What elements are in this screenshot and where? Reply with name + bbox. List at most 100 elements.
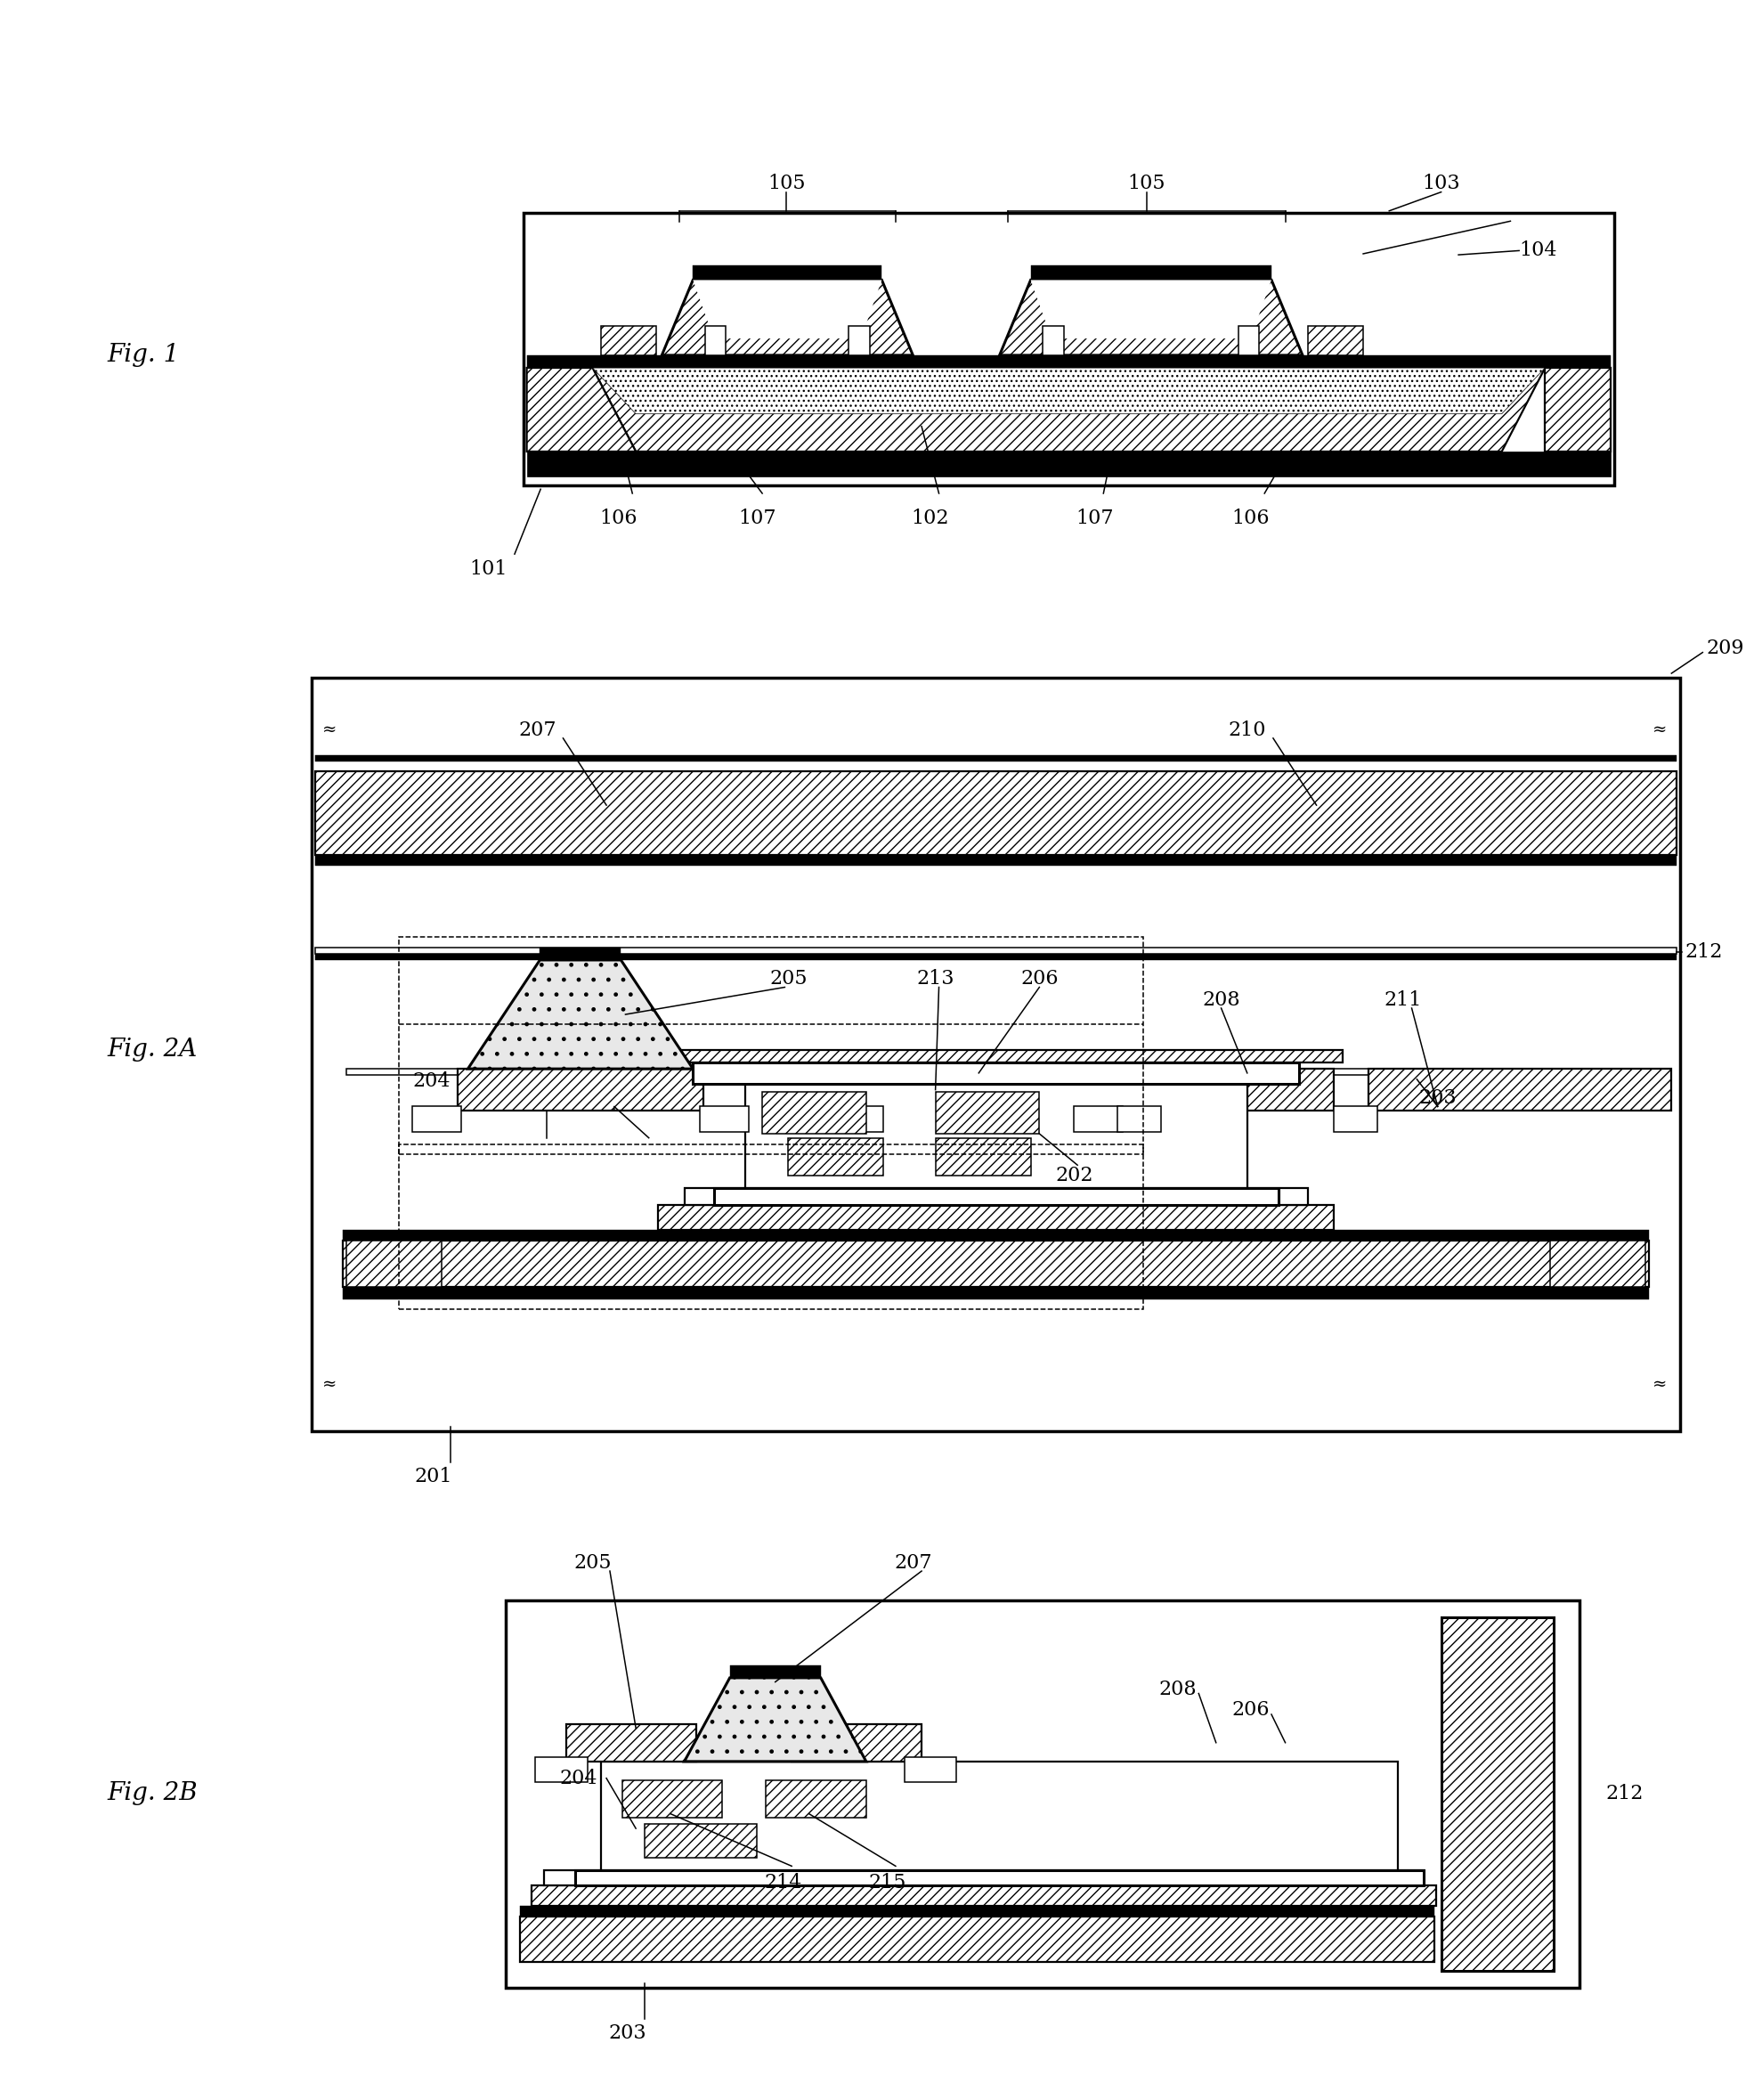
Text: 208: 208 (1201, 989, 1240, 1010)
Bar (766, 1781, 866, 1819)
Text: 105: 105 (768, 174, 805, 193)
Text: 204: 204 (560, 1768, 598, 1787)
Bar (658, 1205, 1333, 1231)
Bar (316, 953, 1677, 960)
Bar (412, 1107, 461, 1132)
Text: 205: 205 (574, 1552, 612, 1573)
Polygon shape (1545, 367, 1610, 452)
Text: 208: 208 (1159, 1680, 1196, 1699)
Bar (644, 1825, 758, 1858)
Bar (649, 1050, 1342, 1063)
Polygon shape (684, 1678, 866, 1762)
Text: 106: 106 (1231, 508, 1270, 529)
Bar (1117, 1107, 1161, 1132)
Bar (700, 1107, 749, 1132)
Bar (602, 1762, 1398, 1871)
Bar (1238, 326, 1259, 355)
Bar (531, 1886, 1437, 1907)
Bar (693, 1063, 1300, 1084)
Bar (705, 326, 726, 355)
Bar (1551, 1241, 1645, 1287)
Text: 204: 204 (412, 1071, 451, 1092)
Bar (684, 1189, 1308, 1205)
Bar (935, 1138, 1031, 1176)
Bar (458, 1069, 703, 1111)
Text: 214: 214 (765, 1873, 802, 1892)
Text: 107: 107 (1075, 508, 1114, 529)
Bar (344, 1241, 1649, 1287)
Polygon shape (593, 367, 1545, 414)
Text: 209: 209 (1707, 638, 1743, 657)
Bar (535, 1758, 588, 1783)
Bar (505, 1600, 1580, 1987)
Bar (714, 1189, 1279, 1205)
Bar (1333, 1107, 1377, 1132)
Bar (1161, 1069, 1333, 1111)
Bar (316, 855, 1677, 865)
Bar (398, 937, 1144, 1155)
Bar (1044, 326, 1063, 355)
Bar (730, 1665, 821, 1678)
Text: 213: 213 (917, 968, 954, 989)
Bar (312, 678, 1680, 1430)
Bar (544, 1871, 1424, 1886)
Bar (884, 1069, 1073, 1111)
Polygon shape (1000, 279, 1303, 355)
Bar (763, 1092, 866, 1134)
Text: 107: 107 (738, 508, 775, 529)
Bar (1031, 265, 1272, 279)
Bar (344, 1287, 1649, 1300)
Text: 201: 201 (414, 1468, 453, 1487)
Polygon shape (1031, 279, 1272, 338)
Bar (835, 1107, 884, 1132)
Bar (526, 451, 1610, 477)
Text: ≈: ≈ (1652, 722, 1666, 737)
Bar (623, 1781, 723, 1819)
Text: 211: 211 (1384, 989, 1422, 1010)
Text: 203: 203 (1419, 1088, 1456, 1109)
Text: 206: 206 (1021, 968, 1058, 989)
Text: 212: 212 (1686, 943, 1722, 962)
Bar (347, 1069, 1645, 1075)
Text: 207: 207 (895, 1552, 931, 1573)
Text: 212: 212 (1605, 1785, 1643, 1804)
Bar (1368, 1069, 1672, 1111)
Bar (540, 947, 621, 960)
Text: Fig. 2A: Fig. 2A (107, 1037, 198, 1063)
Bar (693, 265, 882, 279)
Text: Fig. 1: Fig. 1 (107, 342, 181, 367)
Text: 103: 103 (1422, 174, 1459, 193)
Bar (1308, 326, 1363, 355)
Text: 207: 207 (517, 720, 556, 739)
Bar (935, 1092, 1040, 1134)
Text: 205: 205 (770, 968, 807, 989)
Bar (1442, 1617, 1554, 1970)
Text: 202: 202 (1056, 1166, 1093, 1184)
Bar (745, 1084, 1247, 1189)
Bar (575, 1871, 1424, 1886)
Bar (791, 1724, 921, 1762)
Bar (788, 1138, 884, 1176)
Bar (398, 1144, 1144, 1310)
Bar (905, 1758, 956, 1783)
Text: 215: 215 (868, 1873, 905, 1892)
Bar (344, 1231, 1649, 1241)
Bar (602, 326, 656, 355)
Text: 206: 206 (1231, 1701, 1270, 1720)
Bar (523, 212, 1614, 485)
Text: 203: 203 (609, 2024, 645, 2043)
Bar (316, 947, 1677, 953)
Text: 106: 106 (600, 508, 637, 529)
Polygon shape (693, 279, 882, 338)
Bar (316, 771, 1677, 855)
Bar (567, 1724, 696, 1762)
Polygon shape (526, 367, 637, 452)
Text: 104: 104 (1519, 242, 1558, 260)
Bar (849, 326, 870, 355)
Text: 105: 105 (1128, 174, 1166, 193)
Text: Fig. 2B: Fig. 2B (107, 1781, 198, 1804)
Bar (526, 355, 1610, 367)
Polygon shape (593, 367, 1545, 452)
Bar (1073, 1107, 1123, 1132)
Text: 210: 210 (1228, 720, 1266, 739)
